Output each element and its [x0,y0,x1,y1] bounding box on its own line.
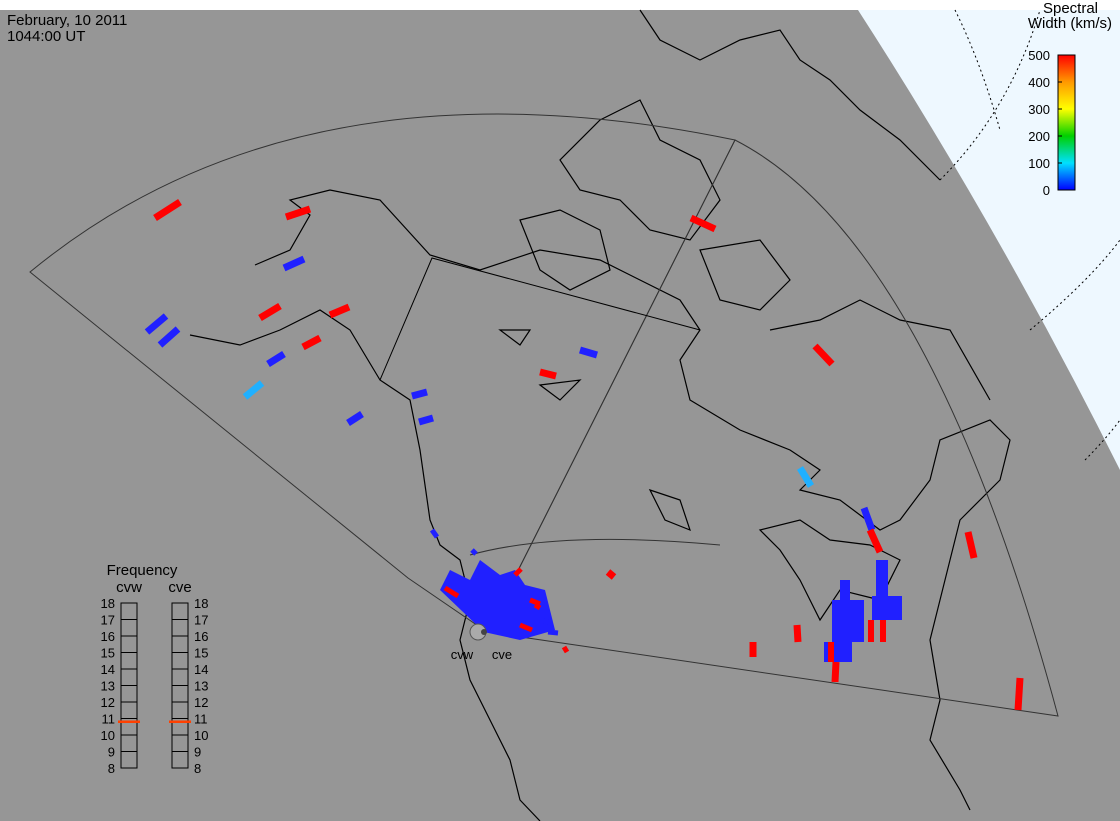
frequency-tick-label: 10 [194,728,208,743]
echo [828,642,834,662]
echo [282,255,306,272]
echo [605,569,617,580]
echo [868,620,874,642]
echo [579,346,598,359]
echo [266,351,286,367]
echo [539,368,557,380]
radar-fov [29,113,1059,717]
frequency-tick-label: 9 [108,745,115,760]
colorbar-title: Spectral [1043,0,1098,17]
frequency-tick-label: 13 [101,679,115,694]
echo-cluster [440,560,555,640]
echo [880,620,886,642]
echo [157,326,181,348]
echo [793,624,802,643]
echoes [144,199,1024,711]
echo [242,380,265,400]
frequency-panel: cvw89101112131415161718cve89101112131415… [101,579,209,776]
echo [418,414,434,426]
frequency-tick-label: 15 [194,646,208,661]
radar-name: cve [168,579,191,596]
frequency-tick-label: 12 [101,695,115,710]
echo [1014,677,1024,711]
echo [258,302,282,322]
frequency-tick-label: 11 [194,712,208,727]
echo [866,528,884,554]
colorbar-tick-label: 400 [1028,75,1050,90]
radar-name: cvw [116,579,142,596]
frequency-tick-label: 15 [101,646,115,661]
frequency-title: Frequency [107,562,178,579]
echo [797,466,814,488]
echo [812,343,835,367]
frequency-tick-label: 13 [194,679,208,694]
colorbar-tick-label: 300 [1028,102,1050,117]
colorbar-tick-label: 500 [1028,48,1050,63]
echo [153,199,182,221]
echo [831,661,840,683]
grid-circles [939,9,1120,461]
echo [860,506,876,532]
colorbar-ticks: 0 100 200 300 400 500 [1028,48,1062,198]
colorbar-tick-label: 200 [1028,129,1050,144]
station-label: cvw [451,647,474,662]
frequency-tick-label: 18 [194,596,208,611]
frequency-tick-label: 17 [194,613,208,628]
echo-cluster-detail [429,528,570,654]
frequency-tick-label: 12 [194,695,208,710]
frequency-tick-label: 16 [101,629,115,644]
frequency-tick-label: 16 [194,629,208,644]
echo [840,580,850,602]
frequency-tick-label: 14 [194,662,208,677]
frequency-tick-label: 8 [108,761,115,776]
station-label: cve [492,647,512,662]
time: 1044:00 UT [7,28,85,45]
echo [411,388,428,400]
echo [689,214,717,233]
echo [964,531,978,559]
colorbar-tick-label: 100 [1028,156,1050,171]
frequency-tick-label: 10 [101,728,115,743]
coastlines [189,9,1011,821]
echo [832,600,864,642]
echo [301,334,322,351]
frequency-tick-label: 17 [101,613,115,628]
colorbar-tick-label: 0 [1043,183,1050,198]
frequency-tick-label: 18 [101,596,115,611]
echo [284,205,312,221]
frequency-tick-label: 14 [101,662,115,677]
echo [328,303,351,319]
echo [876,560,888,598]
daylight-region [858,10,1120,470]
frequency-tick-label: 8 [194,761,201,776]
echo [346,411,364,426]
frequency-tick-label: 9 [194,745,201,760]
colorbar-title: Width (km/s) [1028,15,1112,32]
echo [872,596,902,620]
frequency-tick-label: 11 [102,712,116,727]
radar-site [481,629,487,635]
date: February, 10 2011 [7,12,127,29]
echo [144,313,169,335]
colorbar [1057,54,1076,191]
